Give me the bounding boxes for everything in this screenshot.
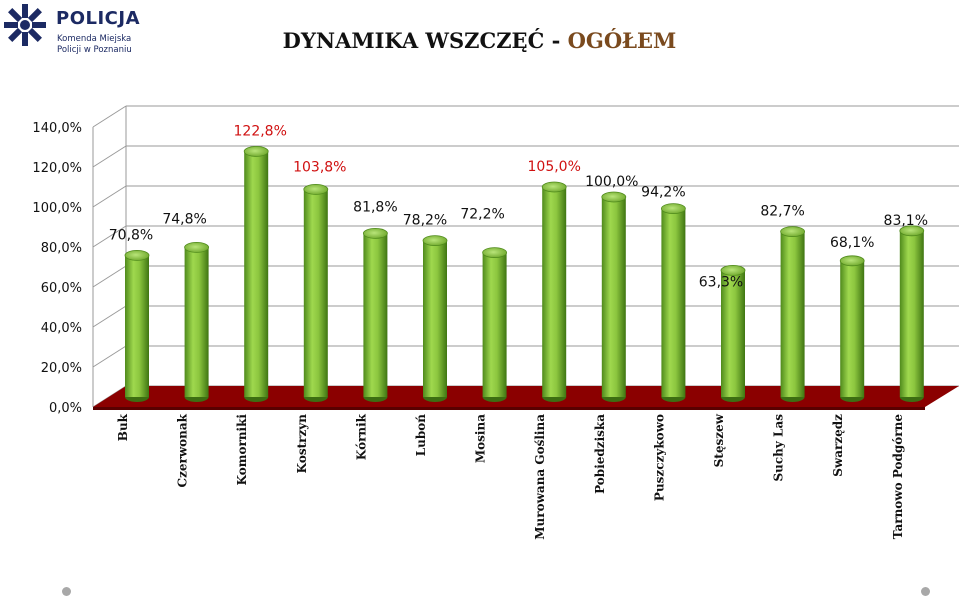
chart-title: DYNAMIKA WSZCZĘĆ - OGÓŁEM <box>0 28 959 53</box>
data-label: 81,8% <box>353 199 397 215</box>
x-tick-label: Murowana Goślina <box>533 414 547 540</box>
bar <box>541 181 567 402</box>
x-tick-label: Komorniki <box>235 414 249 486</box>
x-axis-ticks: Buk Czerwonak Komorniki Kostrzyn Kórnik Luboń… <box>116 413 905 539</box>
bar <box>661 203 686 402</box>
gridline-side <box>92 265 127 288</box>
grid <box>92 105 959 408</box>
police-star-icon <box>4 4 46 46</box>
data-label: 72,2% <box>460 207 504 223</box>
data-label: 70,8% <box>109 227 153 243</box>
chart-floor <box>93 386 959 410</box>
x-tick-label: Kostrzyn <box>295 414 309 474</box>
gridline-side <box>92 345 127 368</box>
data-label: 103,8% <box>293 159 346 175</box>
x-tick-label: Luboń <box>414 414 428 457</box>
bar <box>720 264 746 402</box>
bar <box>362 227 388 402</box>
data-label: 63,3% <box>699 274 743 290</box>
y-tick-label: 60,0% <box>41 281 82 296</box>
y-tick-label: 140,0% <box>32 121 82 136</box>
gridline-side <box>92 105 127 128</box>
data-label: 94,2% <box>641 185 685 201</box>
gridline-side <box>92 225 127 248</box>
data-labels: 70,8% 74,8% 122,8% 103,8% 81,8% 78,2% 72,2% 105… <box>109 123 928 290</box>
slide-dot-left <box>62 587 71 596</box>
data-label: 74,8% <box>162 211 206 227</box>
x-tick-label: Puszczykowo <box>652 414 666 501</box>
bar <box>422 235 448 402</box>
x-tick-label: Stęszew <box>712 413 726 467</box>
data-label: 100,0% <box>585 174 638 190</box>
logo-subtitle: Komenda Miejska Policji w Poznaniu <box>57 34 132 56</box>
y-tick-label: 80,0% <box>41 241 82 256</box>
bar <box>303 183 329 402</box>
y-tick-label: 0,0% <box>49 401 82 416</box>
data-label: 122,8% <box>234 123 287 139</box>
x-tick-label: Tarnowo Podgórne <box>891 414 905 540</box>
x-tick-label: Kórnik <box>354 413 368 460</box>
y-tick-label: 100,0% <box>32 201 82 216</box>
title-main: DYNAMIKA WSZCZĘĆ - <box>282 28 568 53</box>
gridline-side <box>92 145 127 168</box>
data-label: 78,2% <box>403 213 447 229</box>
y-tick-label: 20,0% <box>41 361 82 376</box>
gridline-side <box>92 305 127 328</box>
slide-dot-right <box>921 587 930 596</box>
bars <box>124 145 925 402</box>
y-axis-ticks: 0,0% 20,0% 40,0% 60,0% 80,0% 100,0% 120,0% 140,… <box>32 121 82 416</box>
x-tick-label: Buk <box>116 413 130 441</box>
bar <box>601 191 627 402</box>
floor-plane <box>93 386 959 407</box>
x-tick-label: Pobiedziska <box>593 414 607 494</box>
bar <box>899 225 925 402</box>
title-accent: OGÓŁEM <box>567 28 677 53</box>
gridline-side <box>92 185 127 208</box>
bar <box>839 255 865 402</box>
data-label: 68,1% <box>830 235 874 251</box>
x-tick-label: Mosina <box>474 414 488 463</box>
logo-line-2: Policji w Poznaniu <box>57 45 132 55</box>
y-tick-label: 120,0% <box>32 161 82 176</box>
logo-name: POLICJA <box>56 8 140 29</box>
logo-line-1: Komenda Miejska <box>57 34 132 44</box>
bar <box>124 249 150 402</box>
data-label: 105,0% <box>528 159 581 175</box>
floor-edge <box>93 407 925 410</box>
x-tick-label: Czerwonak <box>176 413 190 487</box>
bar <box>780 226 805 402</box>
bar <box>184 241 210 402</box>
police-logo: POLICJA Komenda Miejska Policji w Poznan… <box>2 2 152 58</box>
bar <box>243 145 269 402</box>
x-tick-label: Swarzędz <box>831 414 845 477</box>
bar <box>482 247 508 402</box>
data-label: 83,1% <box>884 213 928 229</box>
y-tick-label: 40,0% <box>41 321 82 336</box>
data-label: 82,7% <box>760 204 804 220</box>
x-tick-label: Suchy Las <box>772 414 786 482</box>
